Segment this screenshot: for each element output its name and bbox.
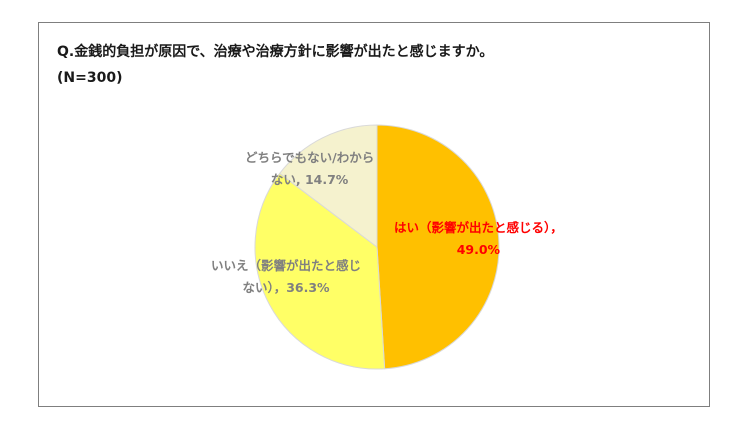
slice-label-neutral: どちらでもない/わから ない, 14.7% — [245, 147, 374, 191]
pie-slice-no — [254, 172, 386, 370]
pie-chart — [254, 124, 500, 370]
slice-label-no: いいえ（影響が出たと感じ ない），36.3% — [211, 255, 361, 299]
chart-subtitle: (N=300) — [57, 70, 123, 86]
slice-label-no-line2: ない），36.3% — [242, 280, 330, 295]
slice-label-no-line1: いいえ（影響が出たと感じ — [211, 258, 362, 273]
slice-label-yes-line1: はい（影響が出たと感じる）， — [394, 220, 563, 235]
slice-label-yes-line2: 49.0% — [456, 242, 501, 257]
slice-label-yes: はい（影響が出たと感じる）， 49.0% — [394, 217, 563, 261]
chart-frame: Q.金銭的負担が原因で、治療や治療方針に影響が出たと感じますか。 (N=300)… — [38, 22, 710, 407]
pie-slice-yes — [376, 124, 500, 370]
chart-title: Q.金銭的負担が原因で、治療や治療方針に影響が出たと感じますか。 — [57, 44, 494, 60]
slice-label-neutral-line2: ない, 14.7% — [270, 172, 349, 187]
chart-title-block: Q.金銭的負担が原因で、治療や治療方針に影響が出たと感じますか。 (N=300) — [57, 39, 493, 91]
pie-slice-neutral — [278, 124, 378, 249]
slice-label-neutral-line1: どちらでもない/わから — [245, 150, 375, 165]
